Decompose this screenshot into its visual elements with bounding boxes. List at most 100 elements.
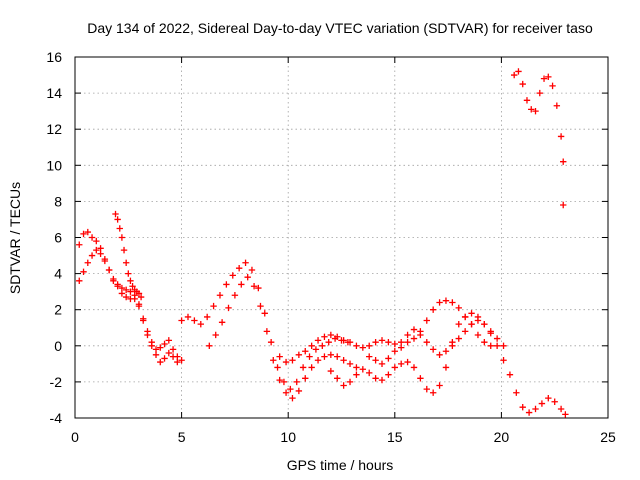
data-point [223, 281, 230, 288]
data-point [487, 342, 494, 349]
data-point [197, 320, 204, 328]
data-point [442, 348, 450, 355]
data-point [429, 306, 437, 313]
data-point [116, 225, 123, 232]
data-point [327, 331, 335, 339]
data-point [340, 357, 347, 364]
data-point [299, 364, 307, 371]
data-point [513, 389, 520, 396]
y-tick-label: 16 [46, 49, 62, 65]
data-point [289, 394, 296, 402]
data-point [366, 342, 373, 349]
data-point [127, 277, 134, 285]
data-point [391, 348, 398, 355]
data-point [319, 342, 326, 349]
data-point [321, 333, 328, 340]
data-point [385, 371, 392, 378]
data-point [500, 357, 507, 364]
data-point [248, 266, 256, 274]
data-point [506, 371, 514, 378]
data-point [238, 281, 245, 288]
data-point [436, 382, 443, 389]
data-point [493, 342, 501, 349]
data-point [76, 241, 83, 248]
data-point [212, 331, 219, 339]
data-point [560, 201, 567, 209]
data-point [88, 234, 96, 241]
data-point [519, 80, 526, 88]
data-point [114, 216, 121, 223]
data-point [152, 351, 160, 359]
data-point [551, 398, 558, 405]
data-point [449, 338, 456, 346]
data-point [225, 304, 232, 312]
data-point [293, 378, 300, 386]
data-point [152, 346, 160, 353]
data-point [461, 313, 469, 321]
data-point [131, 292, 138, 299]
data-point [423, 338, 430, 346]
data-point [255, 284, 262, 292]
data-point [442, 297, 450, 304]
data-point [84, 259, 91, 266]
data-point [325, 338, 332, 346]
data-point [321, 353, 328, 360]
data-point [442, 364, 450, 371]
data-point [210, 302, 217, 310]
data-point [267, 338, 275, 346]
data-point [140, 317, 147, 324]
data-point [118, 290, 126, 297]
data-point [76, 277, 83, 285]
data-point [340, 337, 347, 344]
data-point [88, 252, 96, 259]
data-point [510, 71, 518, 79]
data-point [125, 270, 132, 277]
data-point [280, 378, 288, 386]
data-point [385, 338, 392, 346]
data-point [295, 351, 303, 359]
y-tick-label: 0 [54, 338, 62, 354]
data-point [287, 385, 294, 393]
data-point [423, 317, 430, 324]
data-point [410, 335, 418, 342]
data-point [261, 310, 268, 317]
data-point [276, 376, 283, 384]
y-tick-label: 6 [54, 230, 62, 246]
data-point [378, 376, 386, 384]
data-point [366, 369, 373, 377]
data-point [423, 385, 430, 393]
data-point [191, 317, 198, 324]
data-point [93, 237, 100, 245]
data-point [327, 351, 335, 359]
data-point [353, 371, 360, 378]
data-point [436, 351, 443, 359]
data-point [118, 234, 126, 241]
axis-ticks [74, 56, 609, 419]
data-point [282, 389, 290, 396]
data-point [129, 283, 136, 290]
data-point [353, 364, 360, 371]
data-point [404, 331, 411, 339]
data-point [218, 319, 226, 326]
data-point [314, 337, 322, 344]
data-point [461, 328, 469, 335]
data-point [493, 335, 501, 342]
data-point [455, 335, 462, 342]
data-point [468, 320, 475, 328]
x-axis-label: GPS time / hours [287, 457, 394, 473]
data-point [302, 348, 309, 355]
data-point [397, 338, 405, 346]
data-point [105, 266, 113, 274]
data-point [340, 382, 347, 389]
data-point [244, 274, 251, 281]
y-tick-label: 8 [54, 193, 62, 209]
chart-title: Day 134 of 2022, Sidereal Day-to-day VTE… [87, 20, 593, 36]
data-point [346, 338, 354, 346]
data-point [127, 288, 134, 295]
data-point [327, 367, 335, 375]
y-tick-label: 2 [54, 302, 62, 318]
data-point [410, 364, 418, 371]
data-point [184, 313, 192, 321]
data-point [487, 328, 494, 335]
